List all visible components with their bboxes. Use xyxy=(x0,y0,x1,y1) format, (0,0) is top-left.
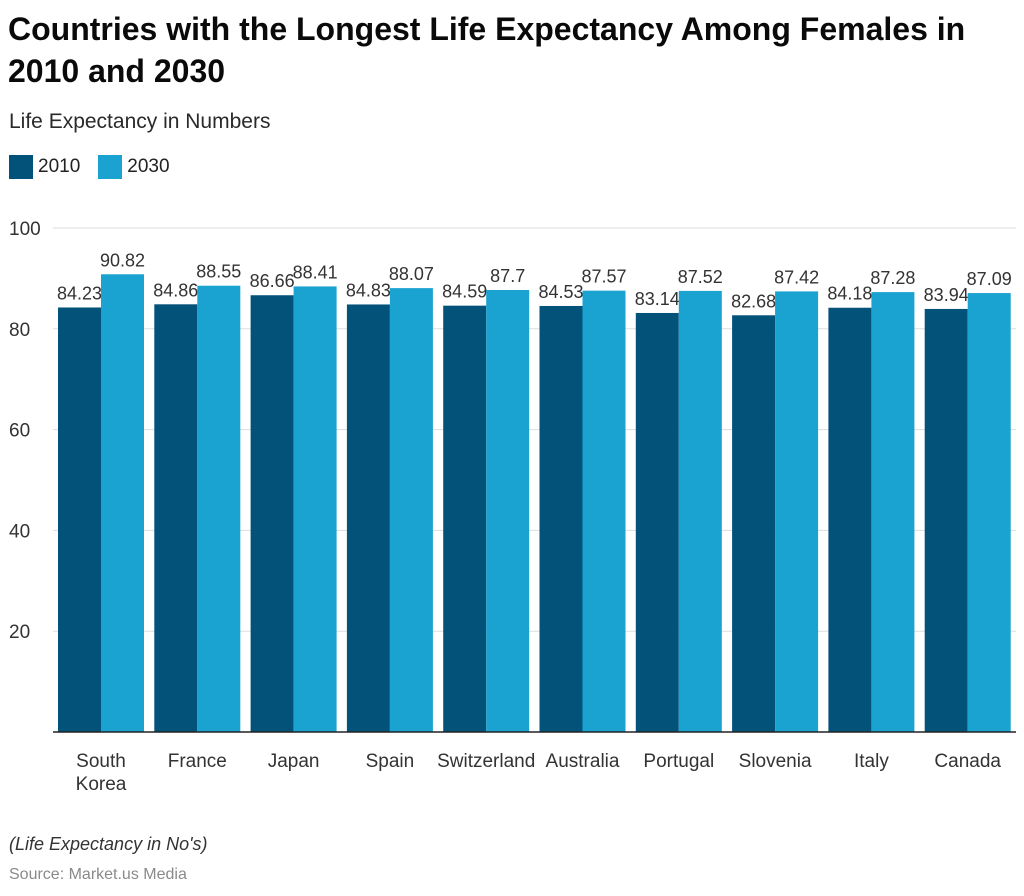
value-label-2030-3: 88.07 xyxy=(389,264,434,284)
value-label-2030-4: 87.7 xyxy=(490,266,525,286)
legend-item-2030: 2030 xyxy=(98,155,170,179)
value-label-2030-2: 88.41 xyxy=(293,262,338,282)
y-tick-label-40: 40 xyxy=(9,521,30,542)
value-label-2010-8: 84.18 xyxy=(827,284,872,304)
x-tick-label-1: France xyxy=(168,751,227,772)
value-label-2030-7: 87.42 xyxy=(774,267,819,287)
bar-2030-9 xyxy=(967,293,1011,732)
footnote: (Life Expectancy in No's) xyxy=(9,834,208,854)
chart-subtitle: Life Expectancy in Numbers xyxy=(9,110,271,133)
bar-2030-2 xyxy=(293,286,337,732)
x-tick-label-6: Portugal xyxy=(643,751,714,772)
bar-2010-2 xyxy=(250,295,294,732)
value-label-2010-0: 84.23 xyxy=(57,283,102,303)
x-tick-label-4: Switzerland xyxy=(437,751,535,772)
legend-item-2010: 2010 xyxy=(9,155,80,179)
value-label-2010-9: 83.94 xyxy=(924,285,969,305)
y-tick-label-60: 60 xyxy=(9,421,30,442)
x-tick-label-0: South Korea xyxy=(76,751,127,795)
x-tick-label-9: Canada xyxy=(934,751,1001,772)
bar-2010-8 xyxy=(828,307,872,732)
bar-2010-3 xyxy=(346,304,390,732)
bar-2010-5 xyxy=(539,305,583,732)
value-label-2010-2: 86.66 xyxy=(250,271,295,291)
bar-2010-6 xyxy=(635,312,679,732)
value-label-2030-1: 88.55 xyxy=(196,262,241,282)
bar-2030-1 xyxy=(197,285,241,732)
legend-label-2030: 2030 xyxy=(127,156,170,177)
x-tick-label-8: Italy xyxy=(854,751,889,772)
x-tick-label-7: Slovenia xyxy=(739,751,812,772)
bar-2030-0 xyxy=(101,274,144,732)
bar-chart: 20 40 60 80 100 84.23 90.82 South Korea 84.8688.5… xyxy=(9,219,1016,795)
chart-legend: 2010 2030 xyxy=(9,155,170,179)
legend-swatch-2030 xyxy=(98,155,123,179)
value-label-2030-6: 87.52 xyxy=(678,267,723,287)
legend-label-2010: 2010 xyxy=(38,156,81,177)
bar-2030-6 xyxy=(678,290,722,732)
value-label-2030-8: 87.28 xyxy=(870,268,915,288)
x-tick-label-2: Japan xyxy=(268,751,320,772)
x-tick-label-5: Australia xyxy=(546,751,620,772)
value-label-2030-9: 87.09 xyxy=(967,269,1012,289)
bar-2010-0 xyxy=(58,307,101,732)
bar-2030-8 xyxy=(871,292,915,732)
chart-title: Countries with the Longest Life Expectan… xyxy=(8,11,966,89)
y-tick-label-100: 100 xyxy=(9,219,41,240)
legend-swatch-2010 xyxy=(9,155,33,179)
value-label-2010-5: 84.53 xyxy=(538,282,583,302)
y-tick-label-80: 80 xyxy=(9,320,30,341)
bar-2010-4 xyxy=(443,305,487,732)
bar-2010-7 xyxy=(732,315,776,732)
value-label-2010-3: 84.83 xyxy=(346,280,391,300)
value-label-2010-4: 84.59 xyxy=(442,282,487,302)
x-tick-label-3: Spain xyxy=(366,751,415,772)
bar-2030-5 xyxy=(582,290,626,732)
y-tick-label-20: 20 xyxy=(9,622,30,643)
value-label-2010-1: 84.86 xyxy=(153,280,198,300)
value-label-2010-6: 83.14 xyxy=(635,289,680,309)
bar-2030-4 xyxy=(486,289,530,732)
value-label-2030-5: 87.57 xyxy=(581,267,626,287)
bar-2030-7 xyxy=(775,291,819,732)
source-credit: Source: Market.us Media xyxy=(9,866,187,883)
value-label-2030-0: 90.82 xyxy=(100,250,145,270)
bar-2010-1 xyxy=(154,304,198,732)
bar-2010-9 xyxy=(924,308,968,732)
bar-2030-3 xyxy=(389,288,433,732)
value-label-2010-7: 82.68 xyxy=(731,291,776,311)
